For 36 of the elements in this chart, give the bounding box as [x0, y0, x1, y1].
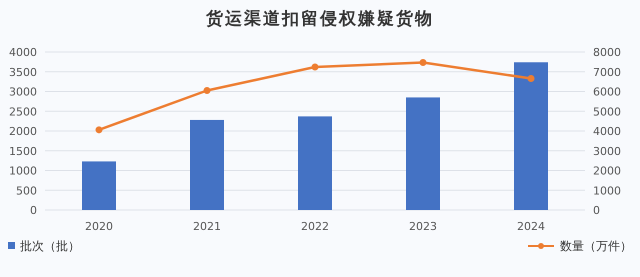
y2-tick-label: 7000 — [593, 66, 621, 79]
bar — [82, 161, 116, 210]
x-tick-label: 2022 — [301, 220, 329, 233]
y-tick-label: 2000 — [9, 125, 37, 138]
x-tick-label: 2024 — [517, 220, 545, 233]
y2-tick-label: 5000 — [593, 105, 621, 118]
chart-title: 货运渠道扣留侵权嫌疑货物 — [205, 9, 434, 29]
y2-tick-label: 2000 — [593, 164, 621, 178]
y2-tick-label: 4000 — [593, 125, 621, 138]
bar — [514, 62, 548, 210]
point — [312, 64, 318, 71]
y-tick-label: 500 — [16, 184, 37, 198]
y-tick-label: 0 — [30, 204, 37, 217]
y2-tick-label: 8000 — [593, 46, 621, 59]
y-tick-label: 3500 — [9, 66, 37, 79]
x-tick-label: 2020 — [85, 220, 113, 233]
y2-tick-label: 1000 — [593, 184, 621, 198]
y-tick-label: 1500 — [9, 144, 37, 158]
y-tick-label: 2500 — [9, 105, 37, 118]
y-tick-label: 3000 — [9, 86, 37, 98]
bar — [190, 120, 224, 210]
point — [528, 74, 534, 82]
legend-label: 数量（万件） — [560, 239, 632, 253]
point — [96, 126, 102, 134]
y2-tick-label: 6000 — [593, 86, 621, 98]
legend-label: 批次（批） — [20, 239, 80, 253]
y2-tick-label: 0 — [593, 204, 600, 217]
x-tick-label: 2023 — [409, 220, 437, 233]
point — [420, 58, 426, 66]
y-tick-label: 4000 — [9, 46, 37, 59]
y-tick-label: 1000 — [9, 164, 37, 178]
bar — [406, 97, 440, 210]
x-tick-label: 2021 — [193, 220, 221, 233]
point — [204, 87, 210, 94]
bar — [298, 116, 332, 210]
y2-tick-label: 3000 — [593, 144, 621, 158]
